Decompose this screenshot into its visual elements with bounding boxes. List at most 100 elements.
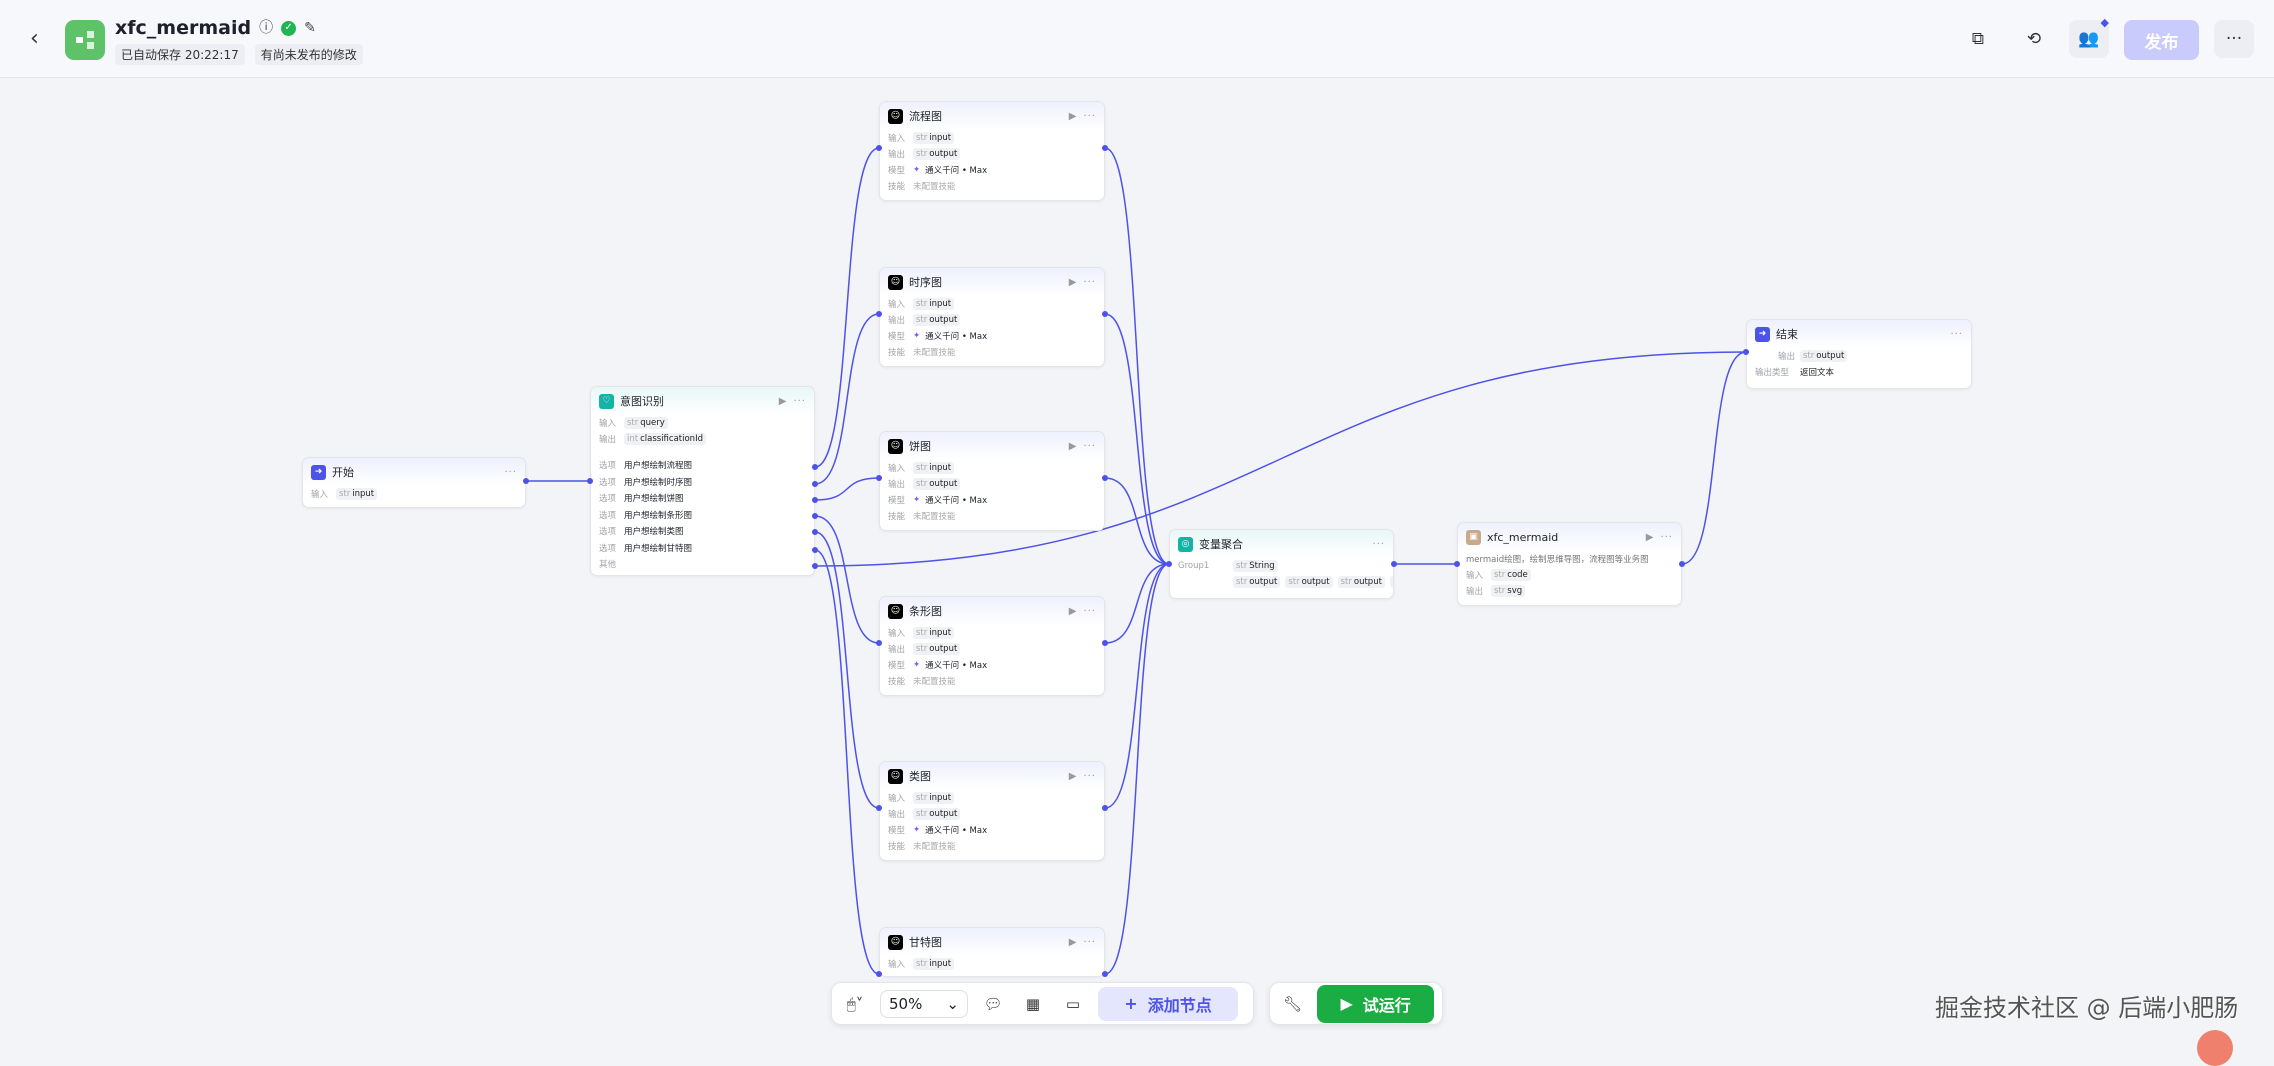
- node-menu-icon[interactable]: ···: [1083, 605, 1096, 617]
- more-vars[interactable]: ···: [1389, 576, 1393, 588]
- node-llm[interactable]: ☺ 条形图 ▶ ··· 输入 str input 输出 str output 模型 ✦ 通义千问 • M…: [879, 596, 1105, 696]
- node-menu-icon[interactable]: ···: [1950, 328, 1963, 340]
- run-node-icon[interactable]: ▶: [1068, 770, 1078, 782]
- edge[interactable]: [814, 531, 880, 809]
- connection-port[interactable]: [876, 475, 882, 481]
- variable-type: str: [1236, 577, 1248, 587]
- edge[interactable]: [814, 515, 880, 644]
- minimap-icon[interactable]: ▭: [1065, 994, 1081, 1013]
- node-title: 饼图: [909, 440, 931, 453]
- connection-port[interactable]: [812, 513, 818, 519]
- connection-port[interactable]: [1166, 561, 1172, 567]
- connection-port[interactable]: [1391, 561, 1397, 567]
- connection-port[interactable]: [812, 464, 818, 470]
- more-button[interactable]: ···: [2214, 20, 2254, 58]
- node-menu-icon[interactable]: ···: [1083, 440, 1096, 452]
- node-plugin[interactable]: ▣ xfc_mermaid ▶ ··· mermaid绘图，绘制思维导图，流程图等业务图…: [1457, 522, 1682, 606]
- node-menu-icon[interactable]: ···: [1083, 276, 1096, 288]
- model-icon: ✦: [913, 331, 921, 341]
- node-start[interactable]: ➜ 开始 ··· 输入 str input: [302, 457, 526, 508]
- edge[interactable]: [1104, 563, 1170, 644]
- edge[interactable]: [1104, 563, 1170, 975]
- node-title: 流程图: [909, 110, 942, 123]
- connection-port[interactable]: [587, 478, 593, 484]
- run-node-icon[interactable]: ▶: [1068, 605, 1078, 617]
- node-aggregator[interactable]: ◎ 变量聚合 ··· Group1 str String str output str outpu…: [1169, 529, 1394, 599]
- node-end[interactable]: ➜ 结束 ··· 输出 str output 输出类型 返回文本: [1746, 319, 1972, 389]
- connection-port[interactable]: [812, 547, 818, 553]
- test-run-button[interactable]: ▶ 试运行: [1317, 984, 1434, 1023]
- variable-type: str: [339, 489, 351, 499]
- connection-port[interactable]: [1743, 349, 1749, 355]
- connection-port[interactable]: [523, 478, 529, 484]
- connection-port[interactable]: [876, 640, 882, 646]
- info-icon[interactable]: ⓘ: [259, 20, 274, 36]
- connection-port[interactable]: [876, 971, 882, 977]
- node-llm[interactable]: ☺ 甘特图 ▶ ··· 输入 str input: [879, 927, 1105, 977]
- connection-port[interactable]: [876, 145, 882, 151]
- connection-port[interactable]: [812, 497, 818, 503]
- variable-type: str: [1288, 577, 1300, 587]
- node-menu-icon[interactable]: ···: [793, 395, 806, 407]
- run-node-icon[interactable]: ▶: [1068, 110, 1078, 122]
- wrench-icon[interactable]: 🔧︎: [1283, 994, 1303, 1013]
- connection-port[interactable]: [812, 529, 818, 535]
- connection-port[interactable]: [1102, 475, 1108, 481]
- collaborators-icon[interactable]: 👥 ◆: [2069, 16, 2109, 58]
- connection-port[interactable]: [1102, 311, 1108, 317]
- row-label: 选项: [599, 527, 617, 538]
- history-icon[interactable]: ⟲: [2026, 29, 2042, 49]
- node-llm[interactable]: ☺ 类图 ▶ ··· 输入 str input 输出 str output 模型 ✦ 通义千问 • Ma…: [879, 761, 1105, 861]
- row-label: 输出: [888, 645, 906, 655]
- edge[interactable]: [1104, 313, 1170, 565]
- node-menu-icon[interactable]: ···: [1083, 936, 1096, 948]
- variable-name: output: [1816, 351, 1845, 361]
- edge[interactable]: [814, 549, 880, 975]
- node-llm[interactable]: ☺ 时序图 ▶ ··· 输入 str input 输出 str output 模型 ✦ 通义千问 • M…: [879, 267, 1105, 367]
- zoom-select[interactable]: 50% ⌄: [880, 989, 968, 1018]
- edge[interactable]: [1104, 147, 1170, 565]
- mouse-mode-icon[interactable]: 🖱︎˅: [846, 994, 864, 1013]
- run-node-icon[interactable]: ▶: [1068, 936, 1078, 948]
- node-row: Group1 str String: [1170, 558, 1393, 574]
- connection-port[interactable]: [812, 481, 818, 487]
- run-node-icon[interactable]: ▶: [1645, 531, 1655, 543]
- node-menu-icon[interactable]: ···: [1083, 110, 1096, 122]
- connection-port[interactable]: [1102, 805, 1108, 811]
- edit-icon[interactable]: ✎: [304, 20, 316, 36]
- variable-type: str: [916, 315, 928, 325]
- edge[interactable]: [814, 147, 880, 468]
- node-menu-icon[interactable]: ···: [1372, 538, 1385, 550]
- edge[interactable]: [1104, 477, 1170, 565]
- node-intent[interactable]: ♡ 意图识别 ▶ ··· 输入 str query 输出 int classificationId…: [590, 386, 815, 576]
- run-node-icon[interactable]: ▶: [778, 395, 788, 407]
- run-toolbar: 🔧︎ ▶ 试运行: [1269, 982, 1443, 1025]
- run-node-icon[interactable]: ▶: [1068, 276, 1078, 288]
- node-llm[interactable]: ☺ 流程图 ▶ ··· 输入 str input 输出 str output 模型 ✦ 通义千问 • M…: [879, 101, 1105, 201]
- node-menu-icon[interactable]: ···: [1660, 531, 1673, 543]
- connection-port[interactable]: [812, 563, 818, 569]
- connection-port[interactable]: [1102, 145, 1108, 151]
- layout-icon[interactable]: ▦: [1025, 994, 1041, 1013]
- add-node-button[interactable]: + 添加节点: [1098, 986, 1238, 1021]
- comment-icon[interactable]: 💬︎: [983, 994, 1003, 1013]
- edge[interactable]: [1104, 563, 1170, 809]
- edge[interactable]: [814, 477, 880, 501]
- node-llm[interactable]: ☺ 饼图 ▶ ··· 输入 str input 输出 str output 模型 ✦ 通义千问 • Ma…: [879, 431, 1105, 531]
- connection-port[interactable]: [1454, 561, 1460, 567]
- edge[interactable]: [814, 313, 880, 485]
- connection-port[interactable]: [1102, 640, 1108, 646]
- connection-port[interactable]: [1102, 971, 1108, 977]
- publish-button[interactable]: 发布: [2124, 20, 2199, 60]
- connection-port[interactable]: [1679, 561, 1685, 567]
- node-menu-icon[interactable]: ···: [504, 466, 517, 478]
- connection-port[interactable]: [876, 311, 882, 317]
- copy-icon[interactable]: ⧉: [1971, 29, 1985, 49]
- run-node-icon[interactable]: ▶: [1068, 440, 1078, 452]
- edge[interactable]: [1681, 351, 1747, 565]
- variable-chip: str input: [913, 132, 955, 144]
- edge[interactable]: [814, 351, 1747, 567]
- back-button[interactable]: ‹: [30, 26, 39, 51]
- connection-port[interactable]: [876, 805, 882, 811]
- node-menu-icon[interactable]: ···: [1083, 770, 1096, 782]
